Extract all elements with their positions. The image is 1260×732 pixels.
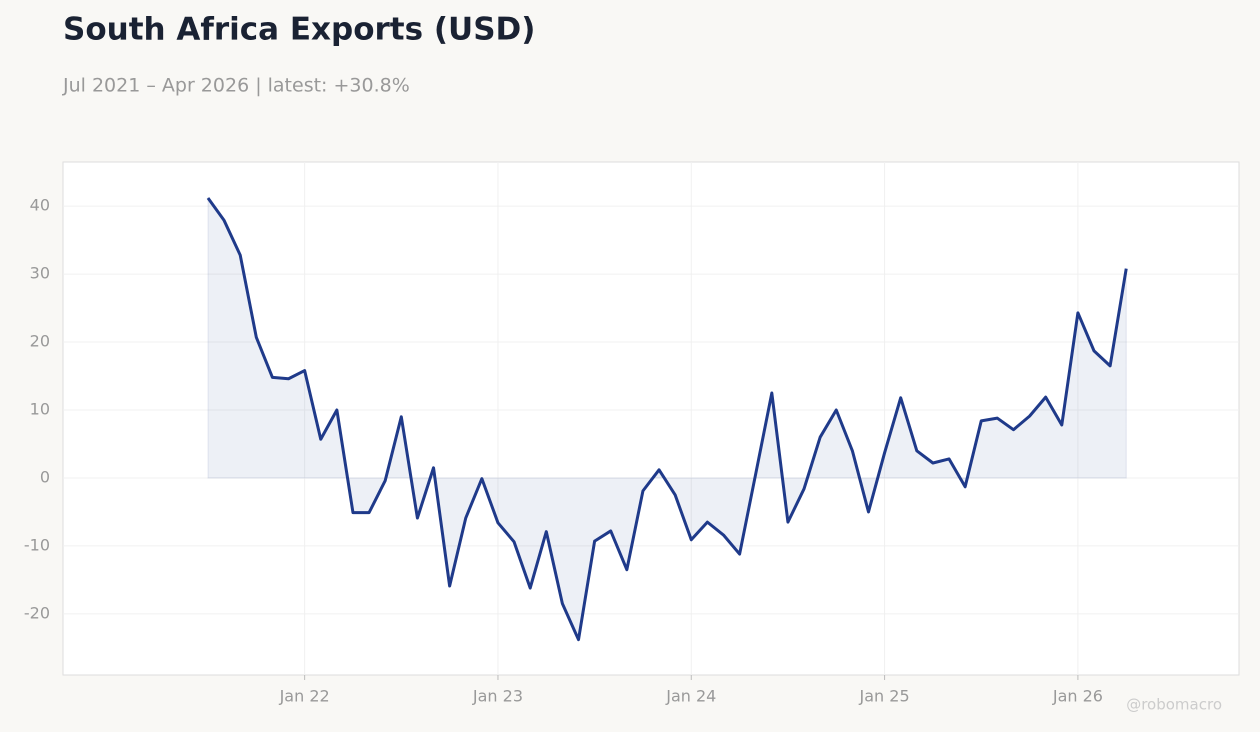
y-tick-label: 30 [30,264,50,283]
y-tick-label: 20 [30,332,50,351]
x-tick-label: Jan 22 [279,687,330,706]
watermark: @robomacro [1126,696,1222,714]
chart-title: South Africa Exports (USD) [63,12,535,48]
y-tick-label: 10 [30,400,50,419]
y-tick-label: -20 [24,603,50,622]
plot-area [62,161,1240,676]
x-tick-label: Jan 24 [665,687,716,706]
y-tick-label: 40 [30,196,50,215]
y-tick-label: 0 [40,467,50,486]
chart-subtitle: Jul 2021 – Apr 2026 | latest: +30.8% [62,75,410,97]
x-tick-label: Jan 26 [1052,687,1103,706]
x-tick-label: Jan 25 [859,687,910,706]
y-tick-label: -10 [24,535,50,554]
line [206,197,1128,642]
x-tick-label: Jan 23 [472,687,523,706]
